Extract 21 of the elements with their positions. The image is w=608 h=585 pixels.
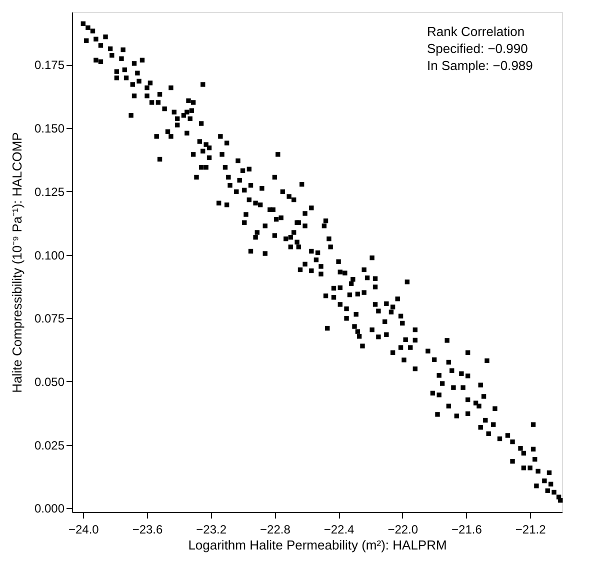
x-tick-label: −23.6 [132, 522, 164, 536]
y-tick-label: 0.125 [34, 184, 65, 199]
x-tick-label: −23.2 [196, 522, 227, 536]
x-tick-label: −22.0 [388, 522, 418, 536]
y-tick-label: 0.000 [34, 502, 65, 516]
y-tick-label: 0.150 [34, 122, 65, 136]
y-axis-title: Halite Compressibility (10⁻⁹ Pa⁻¹): HALCOMP [9, 132, 24, 393]
annotation: Specified: −0.990 [427, 41, 528, 56]
x-tick-label: −21.6 [452, 522, 482, 536]
x-axis-title: Logarithm Halite Permeability (m²): HALPRM [188, 538, 447, 552]
annotation: In Sample: −0.989 [427, 58, 533, 73]
x-tick-label: −21.2 [515, 522, 546, 536]
y-tick-label: 0.025 [34, 438, 65, 452]
y-tick-label: 0.075 [34, 312, 65, 326]
y-tick-label: 0.175 [34, 58, 65, 72]
x-tick-label: −22.4 [324, 522, 355, 536]
x-tick-label: −24.0 [68, 522, 100, 536]
x-tick-label: −22.8 [260, 522, 291, 536]
annotation: Rank Correlation [427, 24, 525, 39]
y-tick-label: 0.100 [34, 248, 65, 262]
y-tick-label: 0.050 [34, 374, 65, 389]
